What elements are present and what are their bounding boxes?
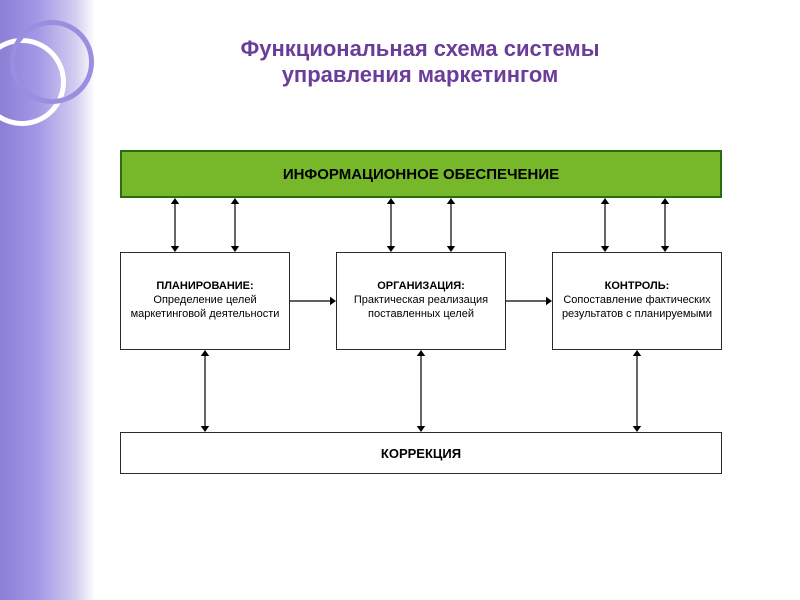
- node-info-support: ИНФОРМАЦИОННОЕ ОБЕСПЕЧЕНИЕ: [120, 150, 722, 198]
- node-organization-title: ОРГАНИЗАЦИЯ:: [377, 280, 465, 292]
- node-info-label: ИНФОРМАЦИОННОЕ ОБЕСПЕЧЕНИЕ: [283, 166, 559, 183]
- node-control-desc: Сопоставление фактических результатов с …: [559, 294, 715, 322]
- node-correction-label: КОРРЕКЦИЯ: [381, 446, 461, 461]
- node-planning-desc: Определение целей маркетинговой деятельн…: [127, 294, 283, 322]
- node-control-title: КОНТРОЛЬ:: [605, 280, 670, 292]
- title-line2: управления маркетингом: [282, 62, 559, 87]
- node-organization-desc: Практическая реализация поставленных цел…: [343, 294, 499, 322]
- node-control: КОНТРОЛЬ: Сопоставление фактических резу…: [552, 252, 722, 350]
- diagram-canvas: Функциональная схема системы управления …: [0, 0, 800, 600]
- node-planning: ПЛАНИРОВАНИЕ: Определение целей маркетин…: [120, 252, 290, 350]
- title-line1: Функциональная схема системы: [241, 36, 600, 61]
- node-planning-title: ПЛАНИРОВАНИЕ:: [156, 280, 253, 292]
- node-organization: ОРГАНИЗАЦИЯ: Практическая реализация пос…: [336, 252, 506, 350]
- slide-title: Функциональная схема системы управления …: [140, 36, 700, 88]
- node-correction: КОРРЕКЦИЯ: [120, 432, 722, 474]
